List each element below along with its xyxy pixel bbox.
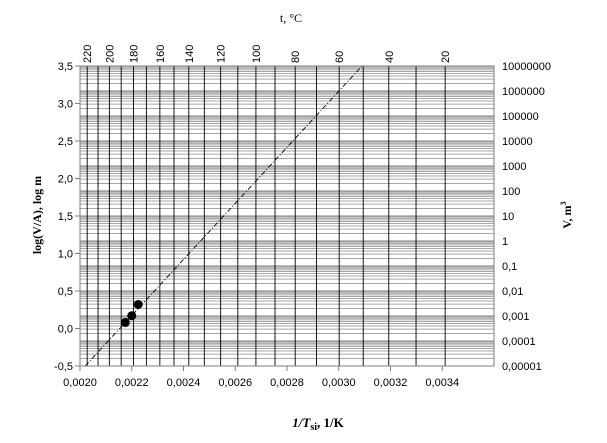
right-axis-title-sup: 3	[559, 201, 568, 205]
x-tick-label: 0,0028	[270, 377, 304, 389]
x-tick-label: 0,0024	[167, 377, 201, 389]
y-tick-label: 2,5	[58, 136, 73, 148]
right-axis-title-main: V, m	[560, 205, 574, 228]
right-axis-title: V, m3	[559, 201, 574, 228]
top-tick-label: 220	[82, 45, 94, 63]
trendline-group	[84, 65, 363, 367]
x-axis-title: 1/Tsi, 1/K	[292, 415, 344, 433]
plot-frame	[75, 65, 495, 371]
x-tick-label: 0,0020	[63, 377, 97, 389]
top-tick-label: 200	[104, 45, 116, 63]
right-tick-label: 100000	[502, 111, 539, 123]
y-tick-label: 0,0	[58, 324, 73, 336]
right-tick-label: 10	[502, 211, 514, 223]
x-axis-title-sub: si	[310, 422, 317, 433]
top-tick-label: 140	[184, 45, 196, 63]
x-tick-label: 0,0034	[425, 377, 459, 389]
y-tick-label: 0,5	[58, 286, 73, 298]
x-tick-label: 0,0026	[218, 377, 252, 389]
y-tick-label: 3,5	[58, 61, 73, 73]
x-tick-label: 0,0032	[374, 377, 408, 389]
data-point	[127, 311, 137, 321]
y-tick-label: 3,0	[58, 99, 73, 111]
right-tick-label: 0,00001	[502, 361, 542, 373]
top-tick-label: 160	[155, 45, 167, 63]
right-tick-label: 1000	[502, 161, 526, 173]
x-axis-title-tail: , 1/K	[317, 415, 345, 430]
data-point	[120, 318, 130, 327]
x-tick-labels: 0,0020 0,0022 0,0024 0,0026 0,0028 0,0030 0,00…	[63, 377, 459, 389]
y-tick-label: 2,0	[58, 174, 73, 186]
x-axis-title-main: 1/T	[292, 415, 311, 430]
grid	[80, 65, 494, 367]
y-tick-label: 1,0	[58, 249, 73, 261]
right-tick-label: 0,0001	[502, 336, 536, 348]
y-tick-label: -0,5	[54, 361, 73, 373]
right-tick-label: 100	[502, 186, 520, 198]
right-tick-label: 0,001	[502, 311, 530, 323]
points-group	[120, 300, 143, 327]
y-tick-label: 1,5	[58, 211, 73, 223]
right-tick-label: 0,1	[502, 261, 517, 273]
top-tick-label: 40	[384, 51, 396, 63]
y-tick-labels: -0,5 0,0 0,5 1,0 1,5 2,0 2,5 3,0 3,5	[54, 61, 73, 373]
right-tick-label: 1	[502, 236, 508, 248]
right-tick-label: 1000000	[502, 86, 545, 98]
y-axis-title: log(V/A), log m	[30, 176, 44, 254]
top-tick-label: 20	[440, 51, 452, 63]
top-tick-label: 100	[251, 45, 263, 63]
top-axis-title: t, °C	[280, 11, 302, 25]
x-tick-label: 0,0022	[115, 377, 149, 389]
top-tick-labels: 220 200 180 160 140 120 100 80 60 40 20	[82, 45, 452, 63]
top-tick-label: 80	[290, 51, 302, 63]
right-tick-label: 0,01	[502, 286, 523, 298]
top-tick-label: 120	[216, 45, 228, 63]
data-point	[133, 300, 143, 309]
right-tick-labels: 10000000 1000000 100000 10000 1000 100 10 1 0,1 0…	[502, 61, 551, 373]
trendline	[84, 65, 363, 367]
top-tick-label: 180	[129, 45, 141, 63]
right-tick-label: 10000	[502, 136, 533, 148]
right-tick-label: 10000000	[502, 61, 551, 73]
x-tick-label: 0,0030	[322, 377, 356, 389]
top-tick-label: 60	[334, 51, 346, 63]
